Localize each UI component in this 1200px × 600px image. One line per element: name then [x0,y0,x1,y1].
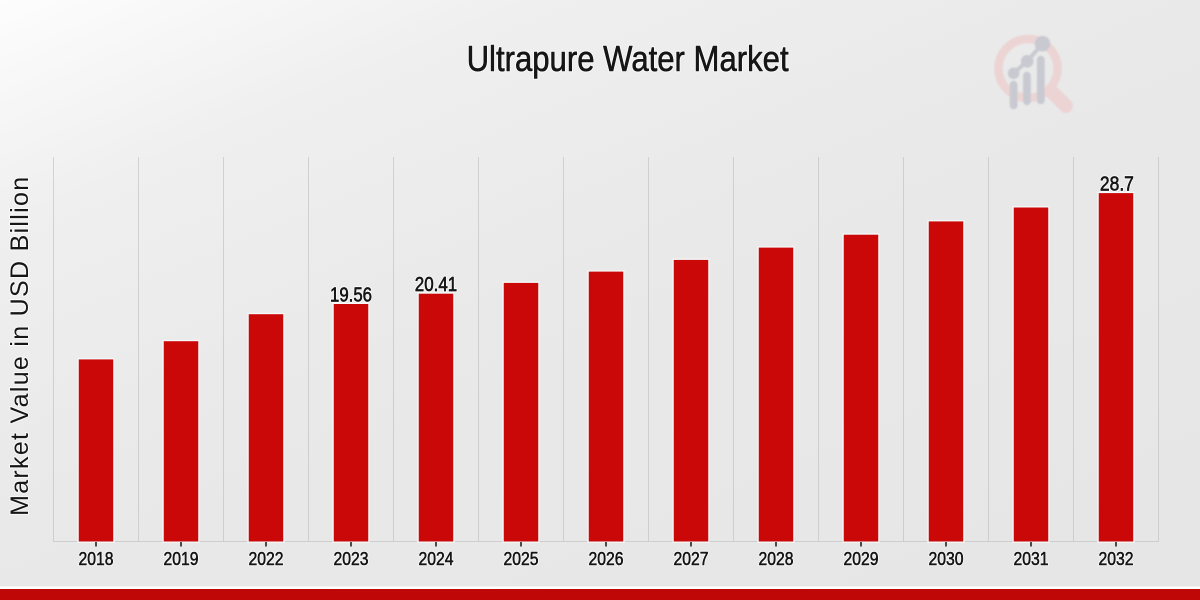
svg-text:2030: 2030 [929,549,964,569]
svg-text:2030: 2030 [929,549,964,569]
svg-text:2029: 2029 [844,549,879,569]
svg-text:2028: 2028 [759,549,794,569]
svg-text:2025: 2025 [504,549,539,569]
svg-text:2024: 2024 [419,549,454,569]
svg-text:2024: 2024 [419,549,454,569]
svg-text:2023: 2023 [334,549,369,569]
svg-text:2025: 2025 [504,549,539,569]
svg-text:19.56: 19.56 [330,285,372,307]
svg-text:2027: 2027 [674,549,709,569]
svg-text:2023: 2023 [334,549,369,569]
svg-text:2028: 2028 [759,549,794,569]
svg-text:2032: 2032 [1099,549,1134,569]
svg-text:2026: 2026 [589,549,624,569]
svg-text:2029: 2029 [844,549,879,569]
svg-text:Ultrapure Water Market: Ultrapure Water Market [467,38,789,79]
svg-text:2019: 2019 [164,549,199,569]
svg-text:2027: 2027 [674,549,709,569]
svg-text:2031: 2031 [1014,549,1049,569]
svg-text:20.41: 20.41 [415,274,458,296]
svg-text:20.41: 20.41 [415,274,458,296]
svg-text:2019: 2019 [164,549,199,569]
svg-text:2022: 2022 [249,549,284,569]
svg-text:28.7: 28.7 [1100,174,1134,196]
svg-text:2026: 2026 [589,549,624,569]
svg-text:19.56: 19.56 [330,285,372,307]
svg-text:2018: 2018 [79,549,114,569]
svg-text:2031: 2031 [1014,549,1049,569]
svg-text:2032: 2032 [1099,549,1134,569]
svg-text:2022: 2022 [249,549,284,569]
svg-text:Ultrapure Water Market: Ultrapure Water Market [467,38,789,79]
svg-text:2018: 2018 [79,549,114,569]
svg-text:Market Value in USD Billion: Market Value in USD Billion [6,177,34,516]
svg-text:28.7: 28.7 [1100,174,1134,196]
